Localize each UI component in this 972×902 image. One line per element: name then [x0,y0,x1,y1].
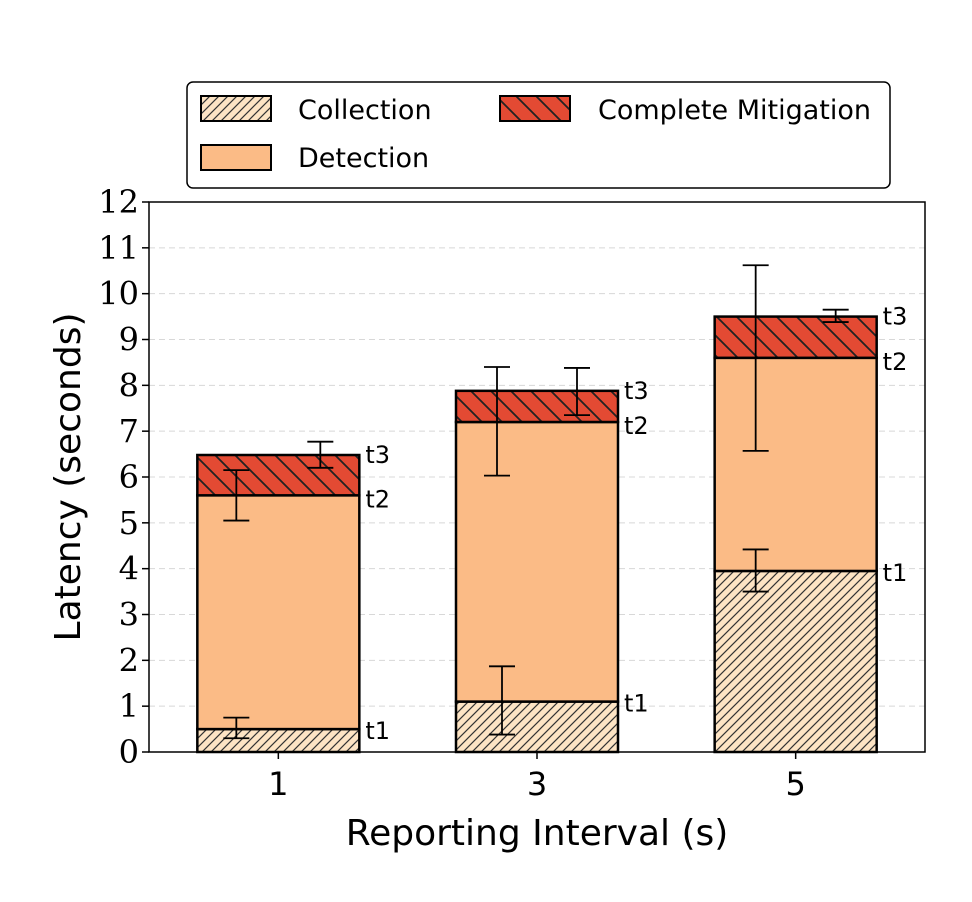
error-bar [489,665,515,736]
x-tick-label: 5 [785,765,805,803]
y-tick-label: 7 [119,412,139,450]
legend-swatch-detection [200,144,272,171]
annotation-t2: t2 [624,412,649,440]
legend: Collection Detection Complete Mitigation [186,81,891,189]
error-bar [822,308,849,323]
annotation-t1: t1 [883,559,908,587]
annotation-t3: t3 [365,441,390,469]
bar-complete-mitigation [713,315,878,360]
annotation-t3: t3 [883,303,908,331]
error-bar [564,367,590,417]
y-tick-label: 5 [119,504,139,542]
annotation-t3: t3 [624,377,649,405]
y-tick-label: 12 [98,183,139,221]
stack-annotations: t1 t2 t3 t1 t2 t3 t1 t2 t3 [365,303,907,745]
bar-collection [713,569,878,754]
y-tick-label: 1 [119,687,139,725]
y-tick-label: 10 [98,275,139,313]
error-bar [742,548,769,593]
bar-complete-mitigation [196,453,361,497]
legend-label-collection: Collection [298,95,432,126]
annotation-t2: t2 [365,485,390,513]
annotation-t2: t2 [883,348,908,376]
x-axis-ticks: 1 3 5 [268,752,806,803]
bar-collection [454,700,620,754]
bars [196,315,878,754]
bar-complete-mitigation [454,389,620,424]
y-tick-label: 6 [119,458,139,496]
error-bar [484,366,510,477]
x-tick-label: 1 [268,765,288,803]
y-tick-label: 8 [119,366,139,404]
y-axis-label: Latency (seconds) [48,313,89,642]
error-bar [307,440,334,469]
bar-detection [713,356,878,573]
legend-swatch-collection [200,95,272,122]
error-bar [223,716,250,740]
x-axis-label: Reporting Interval (s) [346,813,729,854]
error-bar [742,264,769,452]
bar-detection [196,494,361,731]
legend-label-detection: Detection [298,143,429,174]
y-tick-label: 2 [119,641,139,679]
y-tick-label: 9 [119,321,139,359]
bar-detection [454,420,620,703]
x-tick-label: 3 [527,765,547,803]
y-tick-label: 4 [119,550,139,588]
legend-label-complete-mitigation: Complete Mitigation [598,95,871,126]
error-bars [223,264,849,740]
y-tick-label: 0 [119,733,139,771]
bar-collection [196,727,361,754]
annotation-t1: t1 [624,690,649,718]
annotation-t1: t1 [365,717,390,745]
y-tick-label: 11 [98,229,139,267]
legend-box [186,81,891,189]
legend-swatch-complete-mitigation [499,95,571,122]
error-bar [223,469,250,522]
y-tick-label: 3 [119,596,139,634]
